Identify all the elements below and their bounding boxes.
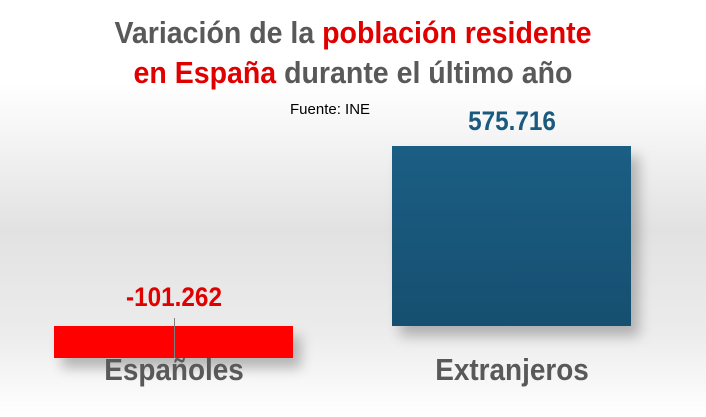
- title-part: Variación de la: [114, 15, 323, 50]
- category-label: Extranjeros: [434, 352, 589, 387]
- category-label: Españoles: [103, 352, 244, 387]
- title-part: durante el último año: [276, 55, 573, 90]
- data-label: -101.262: [125, 282, 222, 312]
- bar-españoles: [54, 326, 293, 358]
- source-note: Fuente: INE: [290, 101, 371, 118]
- title-highlight: población residente: [322, 15, 592, 50]
- axis-tick: [174, 318, 175, 358]
- data-label: 575.716: [467, 106, 556, 136]
- chart-title: Variación de la población residente en E…: [28, 13, 678, 93]
- title-highlight: en España: [133, 55, 277, 90]
- bar-extranjeros: [392, 146, 631, 326]
